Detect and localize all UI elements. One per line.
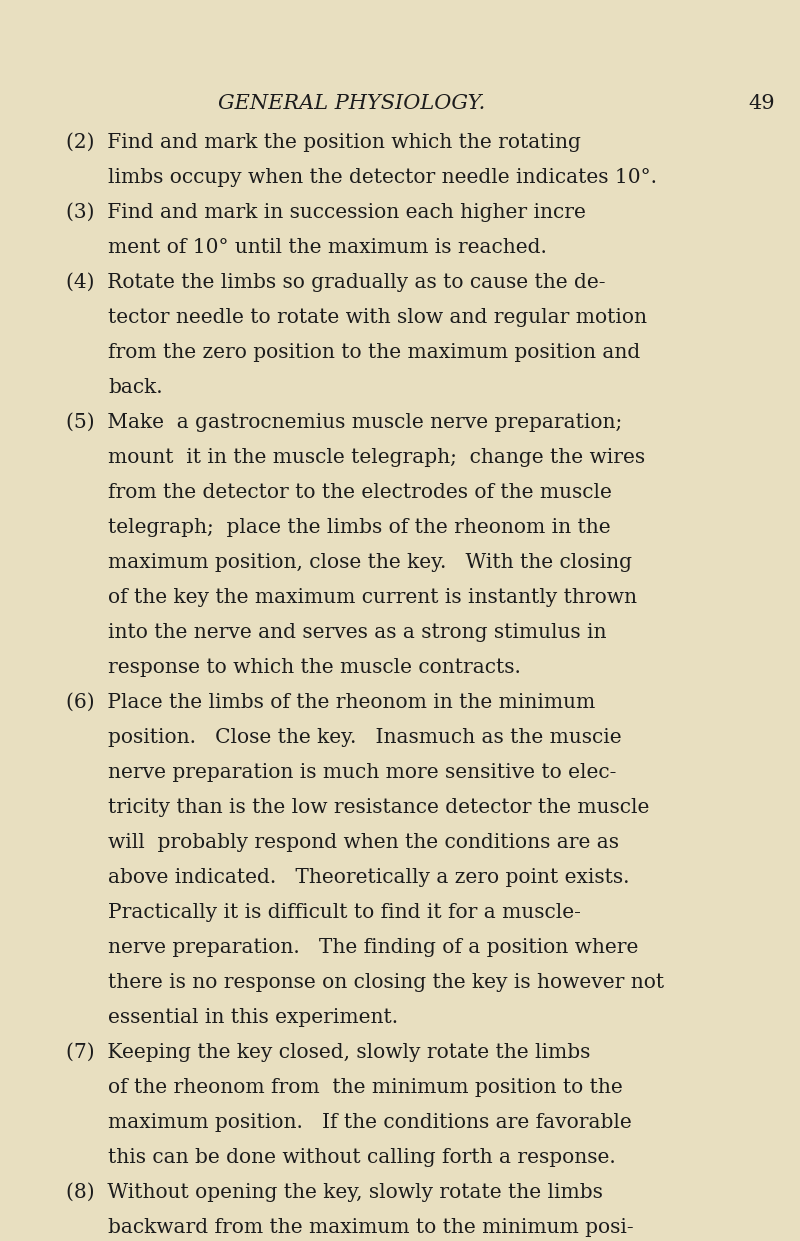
Text: there is no response on closing the key is however not: there is no response on closing the key …	[108, 973, 664, 992]
Text: of the key the maximum current is instantly thrown: of the key the maximum current is instan…	[108, 588, 637, 607]
Text: this can be done without calling forth a response.: this can be done without calling forth a…	[108, 1148, 616, 1167]
Text: into the nerve and serves as a strong stimulus in: into the nerve and serves as a strong st…	[108, 623, 606, 642]
Text: above indicated.   Theoretically a zero point exists.: above indicated. Theoretically a zero po…	[108, 867, 630, 887]
Text: (5)  Make  a gastrocnemius muscle nerve preparation;: (5) Make a gastrocnemius muscle nerve pr…	[66, 413, 622, 432]
Text: (8)  Without opening the key, slowly rotate the limbs: (8) Without opening the key, slowly rota…	[66, 1183, 602, 1203]
Text: maximum position.   If the conditions are favorable: maximum position. If the conditions are …	[108, 1113, 632, 1132]
Text: (2)  Find and mark the position which the rotating: (2) Find and mark the position which the…	[66, 133, 581, 153]
Text: position.   Close the key.   Inasmuch as the muscie: position. Close the key. Inasmuch as the…	[108, 727, 622, 747]
Text: (4)  Rotate the limbs so gradually as to cause the de-: (4) Rotate the limbs so gradually as to …	[66, 273, 605, 293]
Text: of the rheonom from  the minimum position to the: of the rheonom from the minimum position…	[108, 1077, 622, 1097]
Text: limbs occupy when the detector needle indicates 10°.: limbs occupy when the detector needle in…	[108, 168, 657, 187]
Text: nerve preparation.   The finding of a position where: nerve preparation. The finding of a posi…	[108, 938, 638, 957]
Text: (6)  Place the limbs of the rheonom in the minimum: (6) Place the limbs of the rheonom in th…	[66, 692, 595, 712]
Text: maximum position, close the key.   With the closing: maximum position, close the key. With th…	[108, 552, 632, 572]
Text: GENERAL PHYSIOLOGY.: GENERAL PHYSIOLOGY.	[218, 94, 486, 113]
Text: will  probably respond when the conditions are as: will probably respond when the condition…	[108, 833, 619, 851]
Text: ment of 10° until the maximum is reached.: ment of 10° until the maximum is reached…	[108, 238, 547, 257]
Text: from the detector to the electrodes of the muscle: from the detector to the electrodes of t…	[108, 483, 612, 501]
Text: mount  it in the muscle telegraph;  change the wires: mount it in the muscle telegraph; change…	[108, 448, 645, 467]
Text: (7)  Keeping the key closed, slowly rotate the limbs: (7) Keeping the key closed, slowly rotat…	[66, 1042, 590, 1062]
Text: from the zero position to the maximum position and: from the zero position to the maximum po…	[108, 343, 640, 362]
Text: backward from the maximum to the minimum posi-: backward from the maximum to the minimum…	[108, 1217, 634, 1237]
Text: response to which the muscle contracts.: response to which the muscle contracts.	[108, 658, 521, 676]
Text: back.: back.	[108, 377, 162, 397]
Text: Practically it is difficult to find it for a muscle-: Practically it is difficult to find it f…	[108, 902, 581, 922]
Text: tricity than is the low resistance detector the muscle: tricity than is the low resistance detec…	[108, 798, 650, 817]
Text: nerve preparation is much more sensitive to elec-: nerve preparation is much more sensitive…	[108, 763, 616, 782]
Text: (3)  Find and mark in succession each higher incre: (3) Find and mark in succession each hig…	[66, 202, 586, 222]
Text: tector needle to rotate with slow and regular motion: tector needle to rotate with slow and re…	[108, 308, 647, 326]
Text: essential in this experiment.: essential in this experiment.	[108, 1008, 398, 1026]
Text: telegraph;  place the limbs of the rheonom in the: telegraph; place the limbs of the rheono…	[108, 517, 610, 537]
Text: 49: 49	[748, 94, 774, 113]
